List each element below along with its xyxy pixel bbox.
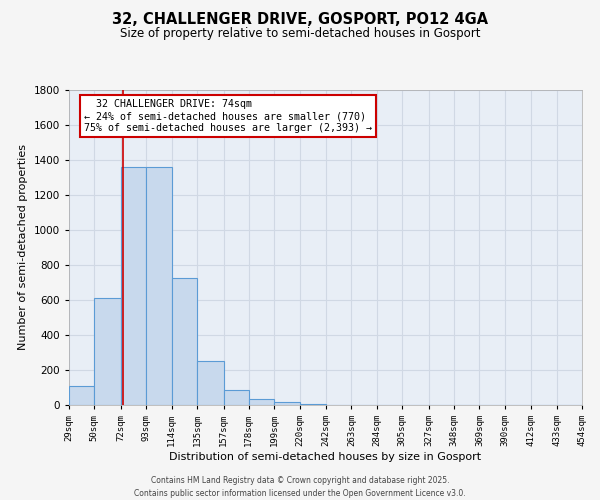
Bar — [69, 386, 94, 405]
Bar — [249, 399, 274, 405]
Bar — [172, 278, 197, 405]
Text: Size of property relative to semi-detached houses in Gosport: Size of property relative to semi-detach… — [120, 28, 480, 40]
Text: 32 CHALLENGER DRIVE: 74sqm
← 24% of semi-detached houses are smaller (770)
75% o: 32 CHALLENGER DRIVE: 74sqm ← 24% of semi… — [85, 100, 373, 132]
Bar — [121, 167, 146, 405]
Bar — [274, 402, 299, 405]
Bar — [299, 404, 326, 405]
Bar — [146, 167, 172, 405]
X-axis label: Distribution of semi-detached houses by size in Gosport: Distribution of semi-detached houses by … — [169, 452, 482, 462]
Text: 32, CHALLENGER DRIVE, GOSPORT, PO12 4GA: 32, CHALLENGER DRIVE, GOSPORT, PO12 4GA — [112, 12, 488, 28]
Bar — [224, 390, 249, 405]
Bar — [94, 298, 121, 405]
Text: Contains HM Land Registry data © Crown copyright and database right 2025.
Contai: Contains HM Land Registry data © Crown c… — [134, 476, 466, 498]
Y-axis label: Number of semi-detached properties: Number of semi-detached properties — [18, 144, 28, 350]
Bar — [197, 361, 224, 405]
